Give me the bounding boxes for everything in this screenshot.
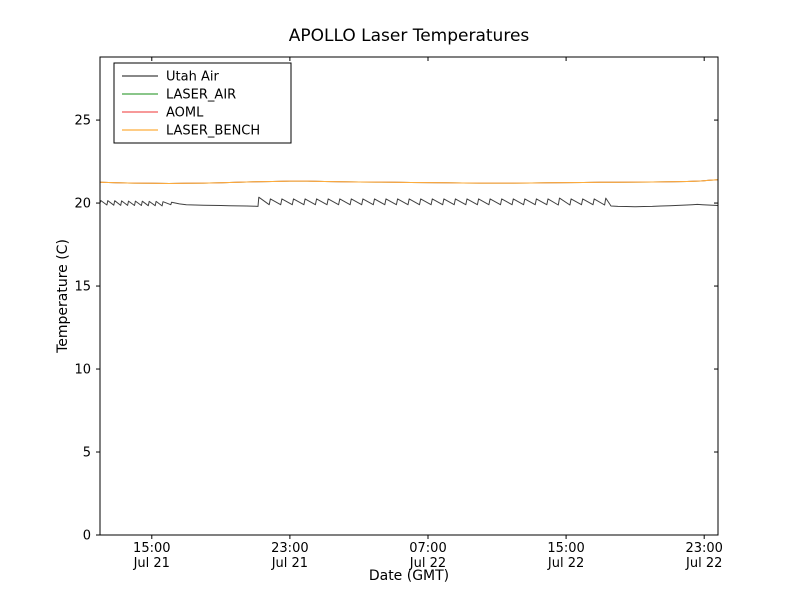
legend-label-utah-air: Utah Air bbox=[166, 70, 219, 85]
plot-frame bbox=[99, 56, 719, 536]
x-tick-date-label: Jul 22 bbox=[409, 556, 446, 571]
y-tick-label: 5 bbox=[83, 446, 91, 461]
legend-label-laser-bench: LASER_BENCH bbox=[166, 124, 260, 139]
y-tick-label: 0 bbox=[83, 529, 91, 544]
x-tick-time-label: 07:00 bbox=[409, 541, 446, 556]
y-tick-label: 15 bbox=[74, 280, 91, 295]
series-line-laser-bench bbox=[99, 179, 719, 184]
y-tick-label: 25 bbox=[74, 114, 91, 129]
x-tick-time-label: 23:00 bbox=[271, 541, 308, 556]
x-tick-time-label: 15:00 bbox=[133, 541, 170, 556]
series-line-utah-air bbox=[99, 196, 719, 208]
x-tick-time-label: 23:00 bbox=[685, 541, 722, 556]
y-tick-label: 20 bbox=[74, 197, 91, 212]
legend-label-aoml: AOML bbox=[166, 106, 204, 121]
legend-label-laser-air: LASER_AIR bbox=[166, 88, 236, 103]
chart-title: APOLLO Laser Temperatures bbox=[288, 26, 530, 46]
x-axis-title: Date (GMT) bbox=[368, 568, 450, 584]
x-tick-time-label: 15:00 bbox=[547, 541, 584, 556]
x-tick-date-label: Jul 21 bbox=[271, 556, 308, 571]
x-tick-date-label: Jul 21 bbox=[133, 556, 170, 571]
y-tick-label: 10 bbox=[74, 363, 91, 378]
x-tick-date-label: Jul 22 bbox=[547, 556, 584, 571]
x-tick-date-label: Jul 22 bbox=[685, 556, 722, 571]
